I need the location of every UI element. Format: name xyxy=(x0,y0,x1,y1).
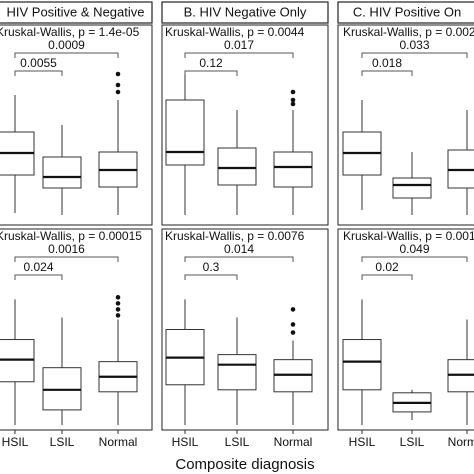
comparison-label: 0.02 xyxy=(375,260,399,274)
comparison-bracket xyxy=(14,70,63,76)
annotation: Kruskal-Wallis, p = 0.00015 xyxy=(0,229,142,243)
outlier xyxy=(290,330,296,335)
annotation: Kruskal-Wallis, p = 1.4e-05 xyxy=(0,25,140,39)
panel-border xyxy=(0,24,153,226)
box xyxy=(392,177,432,199)
comparison-bracket xyxy=(184,52,294,58)
comparison-label: 0.12 xyxy=(199,56,223,70)
outlier xyxy=(115,295,121,300)
comparison-label: 0.017 xyxy=(224,38,254,52)
comparison-label: 0.033 xyxy=(399,38,429,52)
comparison-label: 0.3 xyxy=(203,260,220,274)
comparison-bracket xyxy=(14,274,63,280)
panel-border xyxy=(161,228,329,431)
comparison-bracket xyxy=(184,70,238,76)
comparison-label: 0.0016 xyxy=(48,242,85,256)
outlier xyxy=(115,313,121,318)
outlier xyxy=(115,307,121,312)
comparison-bracket xyxy=(14,256,119,262)
annotation: Kruskal-Wallis, p = 0.001 xyxy=(343,229,474,243)
comparison-label: 0.0055 xyxy=(20,56,57,70)
comparison-label: 0.024 xyxy=(23,260,53,274)
panel-border xyxy=(0,228,153,431)
x-tick-label: LSIL xyxy=(225,435,250,449)
x-tick-label: Normal xyxy=(448,435,474,449)
comparison-bracket xyxy=(14,52,119,58)
outlier xyxy=(290,322,296,327)
box xyxy=(217,147,257,186)
panel-border xyxy=(161,24,329,226)
panel-title: HIV Positive & Negative xyxy=(6,4,144,19)
panel-title: C. HIV Positive On xyxy=(353,4,461,19)
strip xyxy=(337,1,474,24)
outlier xyxy=(290,97,296,103)
outlier xyxy=(115,89,121,95)
comparison-bracket xyxy=(361,70,413,76)
outlier xyxy=(290,101,296,107)
box xyxy=(217,354,257,391)
comparison-label: 0.014 xyxy=(224,242,254,256)
box xyxy=(273,151,313,188)
x-tick-label: LSIL xyxy=(50,435,75,449)
panel-border xyxy=(337,24,474,226)
annotation: Kruskal-Wallis, p = 0.0044 xyxy=(165,25,305,39)
outlier xyxy=(115,71,121,77)
box xyxy=(342,339,382,391)
outlier xyxy=(290,89,296,95)
box xyxy=(165,99,205,166)
strip xyxy=(0,1,153,24)
x-tick-label: HSIL xyxy=(172,435,199,449)
outlier xyxy=(115,301,121,306)
comparison-bracket xyxy=(361,52,468,58)
x-tick-label: Normal xyxy=(99,435,138,449)
outlier xyxy=(290,307,296,312)
annotation: Kruskal-Wallis, p = 0.0076 xyxy=(165,229,305,243)
box xyxy=(42,156,82,189)
panel-title: B. HIV Negative Only xyxy=(184,4,307,19)
x-tick-label: HSIL xyxy=(349,435,376,449)
x-axis-label: Composite diagnosis xyxy=(175,456,314,473)
panel-border xyxy=(337,228,474,431)
comparison-bracket xyxy=(361,256,468,262)
comparison-label: 0.018 xyxy=(372,56,402,70)
comparison-label: 0.049 xyxy=(399,242,429,256)
comparison-bracket xyxy=(361,274,413,280)
annotation: Kruskal-Wallis, p = 0.002 xyxy=(343,25,474,39)
x-tick-label: HSIL xyxy=(2,435,29,449)
comparison-label: 0.0009 xyxy=(48,38,85,52)
strip xyxy=(161,1,329,24)
comparison-bracket xyxy=(184,256,294,262)
comparison-bracket xyxy=(184,274,238,280)
outlier xyxy=(115,82,121,88)
x-tick-label: LSIL xyxy=(400,435,425,449)
x-tick-label: Normal xyxy=(274,435,313,449)
